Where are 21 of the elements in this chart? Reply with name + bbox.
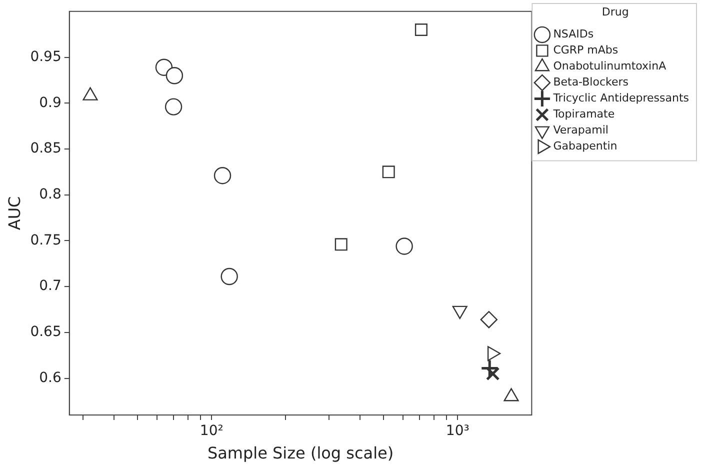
x-tick-label: 10² [200,423,224,440]
y-tick-label: 0.8 [39,186,62,202]
y-tick-label: 0.6 [39,370,62,386]
y-tick-label: 0.7 [39,278,62,294]
legend-label: Gabapentin [553,140,618,153]
y-tick-label: 0.95 [30,48,62,65]
y-axis-title: AUC [4,196,24,230]
x-axis-title: Sample Size (log scale) [207,444,394,463]
legend-label: OnabotulinumtoxinA [553,60,667,73]
legend-label: Verapamil [553,124,608,137]
y-tick-label: 0.65 [30,324,62,340]
y-tick-label: 0.85 [30,140,62,157]
y-tick-label: 0.9 [39,94,62,111]
legend-label: NSAIDs [553,28,594,41]
legend-label: Topiramate [552,108,615,121]
legend-label: Tricyclic Antidepressants [552,92,690,105]
legend-label: Beta-Blockers [553,76,629,89]
x-tick-label: 10³ [446,423,470,440]
y-tick-label: 0.75 [30,232,62,248]
legend-title: Drug [602,5,629,18]
legend-label: CGRP mAbs [553,44,618,57]
